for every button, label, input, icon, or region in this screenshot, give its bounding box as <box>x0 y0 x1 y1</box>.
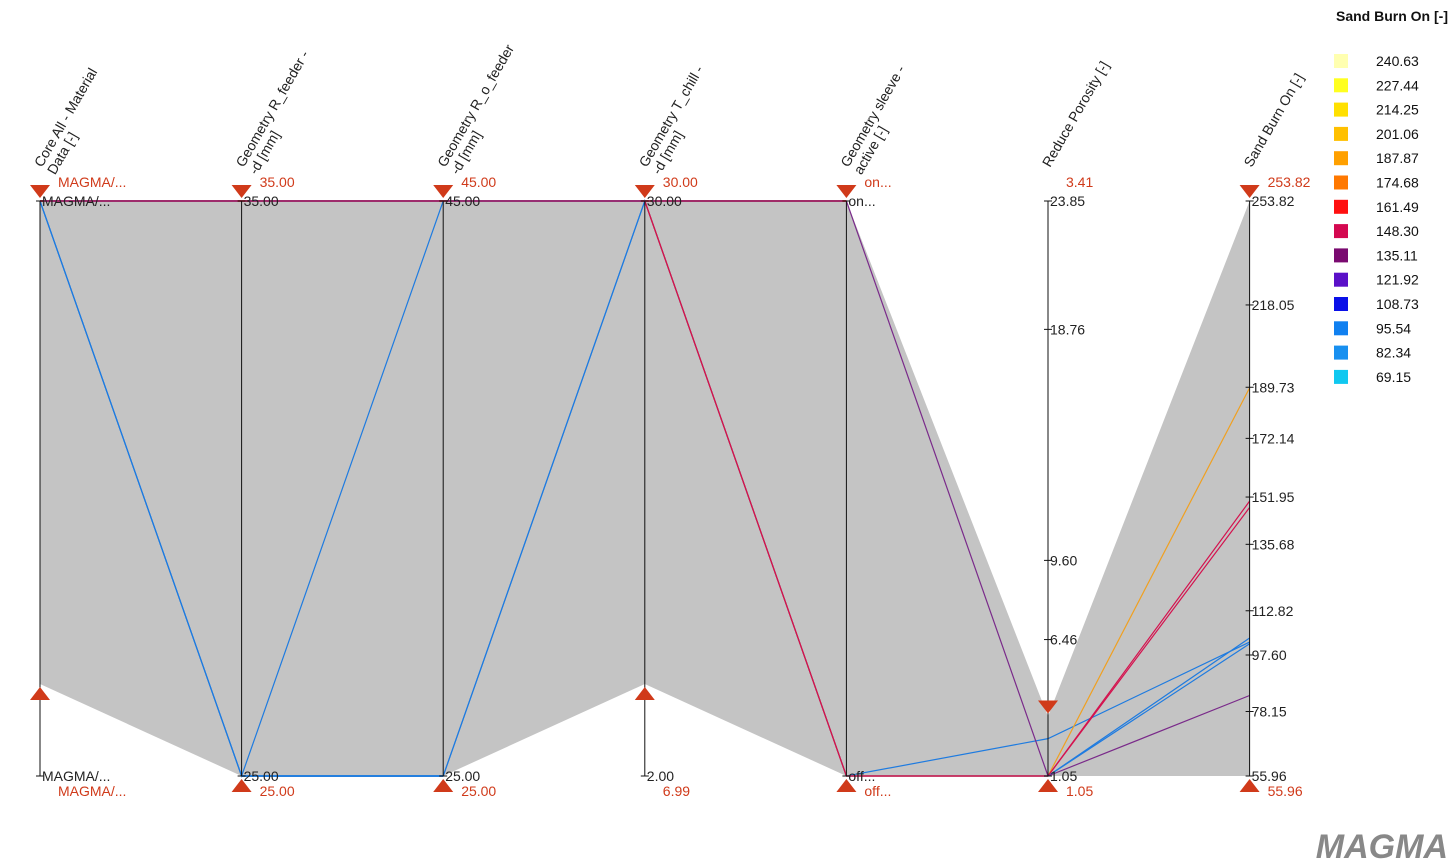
axis-t-chill-filter-bottom-label: 6.99 <box>663 783 690 799</box>
axis-r-o-feeder-bottom-filter-handle[interactable] <box>433 779 454 792</box>
axis-sand-burn-on-tick-label: 151.95 <box>1252 489 1295 505</box>
legend-swatch <box>1334 297 1348 311</box>
axis-sand-burn-on-tick-label: 189.73 <box>1252 379 1295 395</box>
legend-label: 82.34 <box>1376 345 1411 361</box>
axis-sand-burn-on-bottom-filter-handle[interactable] <box>1239 779 1260 792</box>
axis-sand-burn-on-filter-top-label: 253.82 <box>1268 174 1311 190</box>
axis-t-chill-top-filter-handle[interactable] <box>634 185 655 198</box>
axis-t-chill-title: Geometry T_chill --d [mm] <box>636 62 720 177</box>
axis-reduce-porosity-tick-label: 6.46 <box>1050 632 1077 648</box>
axis-r-feeder-filter-top-label: 35.00 <box>260 174 295 190</box>
axis-sleeve-active-tick-label: on... <box>848 193 875 209</box>
legend-swatch <box>1334 272 1348 287</box>
axis-r-feeder-top-filter-handle[interactable] <box>231 185 252 198</box>
axis-core-alloy-tick-label: MAGMA/... <box>42 193 110 209</box>
axis-sand-burn-on-tick-label: 218.05 <box>1252 297 1295 313</box>
axis-r-o-feeder-tick-label: 45.00 <box>445 193 480 209</box>
legend-swatch <box>1334 248 1348 263</box>
axis-r-feeder-tick-label: 25.00 <box>244 768 279 784</box>
axis-sand-burn-on-title-line: Sand Burn On [-] <box>1240 71 1306 170</box>
legend-label: 148.30 <box>1376 223 1419 239</box>
axis-core-alloy-title: Core All - MaterialData [-] <box>31 65 113 177</box>
axis-sand-burn-on-title: Sand Burn On [-] <box>1240 71 1306 170</box>
legend-label: 95.54 <box>1376 320 1411 336</box>
legend-swatch <box>1334 126 1348 141</box>
axis-reduce-porosity-top-filter-handle[interactable] <box>1038 700 1058 714</box>
axis-t-chill-tick-label: 2.00 <box>647 768 674 784</box>
axis-sand-burn-on-tick-label: 172.14 <box>1252 430 1295 446</box>
axis-core-alloy-top-filter-handle[interactable] <box>30 185 50 198</box>
legend-label: 121.92 <box>1376 272 1419 288</box>
axis-r-o-feeder-tick-label: 25.00 <box>445 768 480 784</box>
axis-sleeve-active-bottom-filter-handle[interactable] <box>836 779 857 792</box>
axis-sand-burn-on-top-filter-handle[interactable] <box>1239 185 1260 198</box>
axis-t-chill-tick-label: 30.00 <box>647 193 682 209</box>
axis-reduce-porosity-title-line: Reduce Porosity [-] <box>1039 58 1112 169</box>
axis-reduce-porosity-filter-bottom-label: 1.05 <box>1066 783 1093 799</box>
axis-reduce-porosity-tick-label: 1.05 <box>1050 768 1077 784</box>
legend-label: 69.15 <box>1376 369 1411 385</box>
legend-swatch <box>1334 369 1348 384</box>
axis-sand-burn-on-tick-label: 97.60 <box>1252 647 1287 663</box>
legend-label: 108.73 <box>1376 296 1419 312</box>
axis-sleeve-active-filter-top-label: on... <box>864 174 891 190</box>
legend-label: 135.11 <box>1376 247 1418 263</box>
legend-label: 201.06 <box>1376 126 1419 142</box>
legend-swatch <box>1334 102 1348 117</box>
color-legend: Sand Burn On [-] 240.63 227.44 214.25 201.06… <box>1334 8 1448 385</box>
axis-core-alloy-bottom-filter-handle[interactable] <box>30 687 50 700</box>
axis-sand-burn-on-tick-label: 55.96 <box>1252 768 1287 784</box>
logo-text: MAGMA <box>1316 828 1448 864</box>
axis-core-alloy-tick-label: MAGMA/... <box>42 768 110 784</box>
legend-swatch <box>1334 224 1348 239</box>
legend-swatch <box>1334 199 1348 214</box>
axis-core-alloy-filter-top-label: MAGMA/... <box>58 174 126 190</box>
axis-sleeve-active-filter-bottom-label: off... <box>864 783 891 799</box>
axis-r-feeder-filter-bottom-label: 25.00 <box>260 783 295 799</box>
legend-label: 227.44 <box>1376 77 1419 93</box>
axis-r-o-feeder-top-filter-handle[interactable] <box>433 185 454 198</box>
legend-label: 174.68 <box>1376 175 1419 191</box>
axis-reduce-porosity-title: Reduce Porosity [-] <box>1039 58 1112 169</box>
axis-sand-burn-on-tick-label: 253.82 <box>1252 193 1295 209</box>
axis-sand-burn-on-tick-label: 112.82 <box>1252 603 1294 619</box>
legend-label: 187.87 <box>1376 150 1419 166</box>
magma-logo: MAGMA <box>1316 828 1448 864</box>
axis-r-feeder-tick-label: 35.00 <box>244 193 279 209</box>
axis-sleeve-active-top-filter-handle[interactable] <box>836 185 857 198</box>
axis-sand-burn-on: Sand Burn On [-] 253.82 218.05 189.73 172.14… <box>1239 71 1311 799</box>
axis-r-o-feeder-filter-top-label: 45.00 <box>461 174 496 190</box>
axis-r-feeder-title: Geometry R_feeder --d [mm] <box>232 47 325 177</box>
legend-swatch <box>1334 175 1348 190</box>
legend-label: 161.49 <box>1376 199 1419 215</box>
axis-sand-burn-on-tick-label: 78.15 <box>1252 704 1287 720</box>
axis-core-alloy-filter-bottom-label: MAGMA/... <box>58 783 126 799</box>
axis-reduce-porosity-tick-label: 18.76 <box>1050 321 1085 337</box>
axis-t-chill-bottom-filter-handle[interactable] <box>634 687 655 700</box>
axis-sleeve-active-title: Geometry sleeve -active [-] <box>837 62 921 177</box>
axis-sleeve-active-tick-label: off... <box>848 768 875 784</box>
axis-r-feeder-bottom-filter-handle[interactable] <box>231 779 252 792</box>
legend-swatch <box>1334 321 1348 336</box>
legend-swatch <box>1334 345 1348 360</box>
axis-r-o-feeder-title: Geometry R_o_feeder-d [mm] <box>434 41 530 177</box>
legend-swatch <box>1334 54 1348 68</box>
legend-label: 240.63 <box>1376 53 1419 69</box>
legend-swatch <box>1334 78 1348 93</box>
axis-r-o-feeder-filter-bottom-label: 25.00 <box>461 783 496 799</box>
legend-swatch <box>1334 151 1348 166</box>
axis-reduce-porosity-tick-label: 9.60 <box>1050 552 1077 568</box>
axis-reduce-porosity-filter-top-label: 3.41 <box>1066 174 1093 190</box>
axis-sand-burn-on-tick-label: 135.68 <box>1252 536 1295 552</box>
axis-reduce-porosity-tick-label: 23.85 <box>1050 193 1085 209</box>
axis-reduce-porosity-bottom-filter-handle[interactable] <box>1038 779 1058 792</box>
legend-title: Sand Burn On [-] <box>1336 8 1448 24</box>
axis-sand-burn-on-filter-bottom-label: 55.96 <box>1268 783 1303 799</box>
axis-t-chill-filter-top-label: 30.00 <box>663 174 698 190</box>
legend-label: 214.25 <box>1376 102 1419 118</box>
